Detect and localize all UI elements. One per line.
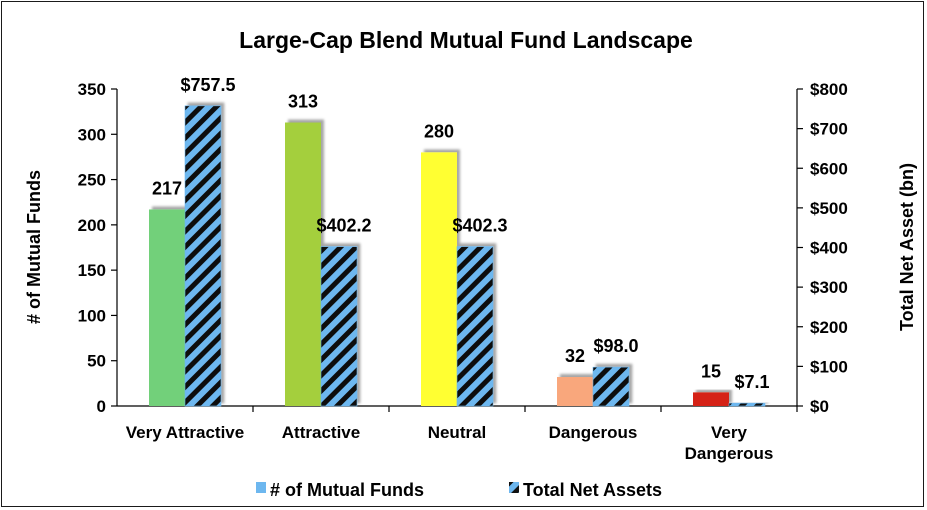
bar-net-assets: [728, 402, 766, 407]
legend: # of Mutual Funds Total Net Assets: [256, 480, 662, 500]
data-label-mutual-funds: 15: [701, 361, 721, 381]
data-label-mutual-funds: 280: [424, 121, 454, 141]
y-tick-label: 300: [78, 125, 106, 144]
y2-axis-title: Total Net Asset (bn): [897, 163, 917, 331]
category-label: Attractive: [282, 423, 360, 442]
y2-tick-label: $500: [810, 199, 848, 218]
y2-tick-label: $700: [810, 120, 848, 139]
y2-tick-label: $800: [810, 80, 848, 99]
legend-swatch-mutual-funds: [256, 482, 266, 493]
bar-mutual-funds: [693, 392, 729, 406]
y-tick-label: 0: [97, 397, 106, 416]
bar-mutual-funds: [149, 209, 185, 406]
legend-label-mutual-funds: # of Mutual Funds: [270, 480, 424, 500]
data-label-mutual-funds: 32: [565, 346, 585, 366]
bar-net-assets: [592, 366, 630, 407]
bar-net-assets: [184, 105, 222, 407]
legend-swatch-net-assets: [509, 482, 519, 493]
category-label: Dangerous: [549, 423, 638, 442]
y2-tick-label: $400: [810, 239, 848, 258]
bar-net-assets: [456, 246, 494, 407]
y2-tick-label: $100: [810, 357, 848, 376]
bar-net-assets: [320, 246, 358, 407]
data-label-net-assets: $402.2: [316, 216, 371, 236]
data-label-net-assets: $402.3: [452, 216, 507, 236]
y-axis-title: # of Mutual Funds: [24, 170, 44, 324]
y2-tick-label: $300: [810, 278, 848, 297]
bar-mutual-funds: [285, 122, 321, 407]
y-tick-label: 350: [78, 80, 106, 99]
bar-mutual-funds: [421, 152, 457, 406]
data-label-net-assets: $7.1: [734, 372, 769, 392]
y2-tick-label: $200: [810, 318, 848, 337]
y-tick-label: 50: [87, 352, 106, 371]
data-label-mutual-funds: 313: [288, 92, 318, 112]
y-tick-label: 100: [78, 306, 106, 325]
y2-tick-label: $0: [810, 397, 829, 416]
plot-area: 0 50 100 150 200 250 300 350 $0 $100 $200 $300 $400 $…: [78, 75, 848, 463]
data-label-net-assets: $757.5: [180, 75, 235, 95]
y-tick-label: 200: [78, 216, 106, 235]
y-tick-label: 150: [78, 261, 106, 280]
category-label: Very Attractive: [126, 423, 244, 442]
chart-title: Large-Cap Blend Mutual Fund Landscape: [239, 27, 693, 53]
category-label: Dangerous: [685, 444, 774, 463]
y-tick-label: 250: [78, 171, 106, 190]
bar-mutual-funds: [557, 377, 593, 406]
category-label: Very: [711, 423, 747, 442]
category-label: Neutral: [428, 423, 487, 442]
y2-tick-label: $600: [810, 159, 848, 178]
data-label-net-assets: $98.0: [593, 336, 638, 356]
data-label-mutual-funds: 217: [152, 178, 182, 198]
legend-label-net-assets: Total Net Assets: [523, 480, 662, 500]
